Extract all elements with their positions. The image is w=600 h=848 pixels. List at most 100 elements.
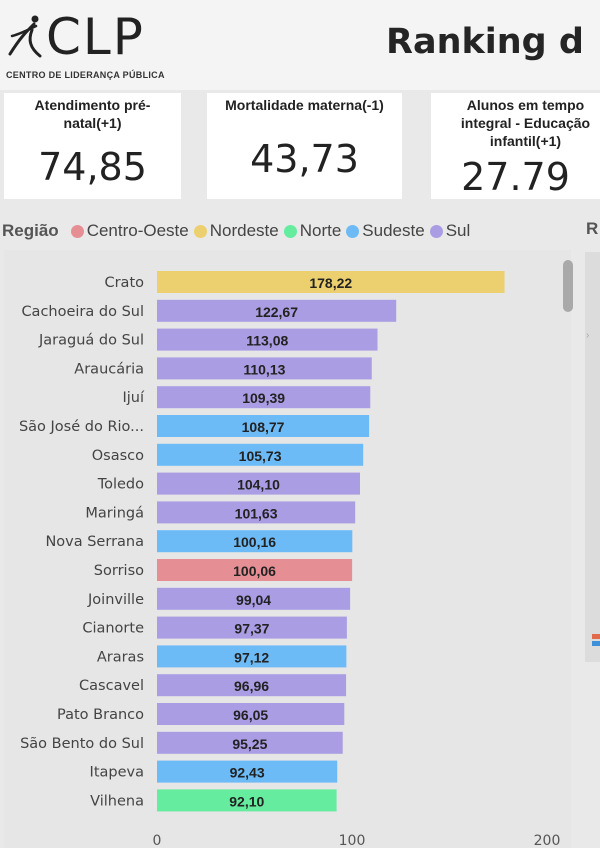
- bar[interactable]: [157, 760, 338, 783]
- category-label: Pato Branco: [57, 707, 144, 723]
- kpi-label-text: Alunos em tempo integral - Educação infa…: [460, 97, 591, 149]
- data-label: 95,25: [232, 736, 267, 752]
- kpi-label: Alunos em tempo integral - Educação infa…: [431, 93, 600, 150]
- scrollbar-thumb[interactable]: [563, 260, 573, 312]
- legend-dot-icon: [429, 224, 443, 238]
- legend-item-centro-oeste[interactable]: Centro-Oeste: [70, 221, 189, 241]
- data-label: 100,16: [233, 534, 276, 550]
- category-label: Araucária: [74, 361, 144, 377]
- legend-item-label: Centro-Oeste: [86, 221, 189, 240]
- kpi-value: 43,73: [250, 137, 359, 181]
- kpi-card-mortalidade[interactable]: Mortalidade materna(-1) 43,73: [207, 93, 402, 199]
- mini-bar-blue: [592, 641, 600, 646]
- bar[interactable]: [157, 645, 347, 668]
- data-label: 96,96: [234, 678, 269, 694]
- bar[interactable]: [157, 328, 378, 351]
- kpi-label: Atendimento pré-natal(+1): [4, 93, 181, 132]
- category-label: Cachoeira do Sul: [21, 304, 144, 320]
- logo-figure-icon: [8, 15, 42, 58]
- data-label: 108,77: [242, 419, 285, 435]
- bar[interactable]: [157, 271, 505, 293]
- category-label: Cianorte: [82, 621, 144, 637]
- data-label: 109,39: [242, 390, 285, 406]
- legend-item-sudeste[interactable]: Sudeste: [346, 221, 425, 241]
- bar[interactable]: [157, 703, 345, 725]
- category-label: Jaraguá do Sul: [38, 333, 144, 349]
- legend-dot-icon: [193, 224, 207, 238]
- legend-item-label: Sul: [445, 221, 471, 240]
- kpi-value: 27.79: [461, 155, 570, 199]
- category-label: São Bento do Sul: [20, 736, 144, 752]
- data-label: 97,12: [234, 649, 269, 665]
- bar[interactable]: [157, 587, 351, 610]
- logo-subtitle: CENTRO DE LIDERANÇA PÚBLICA: [6, 70, 165, 80]
- category-label: Osasco: [92, 448, 144, 464]
- data-label: 96,05: [233, 707, 268, 723]
- category-label: Nova Serrana: [45, 534, 144, 550]
- x-tick-label: 0: [153, 833, 162, 848]
- logo-text: CLP: [46, 8, 145, 66]
- data-label: 97,37: [234, 621, 269, 637]
- category-label: Araras: [97, 649, 144, 665]
- kpi-card-prenatal[interactable]: Atendimento pré-natal(+1) 74,85: [4, 93, 181, 199]
- bar[interactable]: [157, 559, 353, 581]
- category-label: Maringá: [85, 505, 144, 521]
- bar[interactable]: [157, 357, 372, 380]
- legend-dot-icon: [283, 224, 297, 238]
- legend-dot-icon: [70, 224, 84, 238]
- data-label: 122,67: [255, 304, 298, 320]
- category-label: Itapeva: [90, 765, 144, 781]
- kpi-label: Mortalidade materna(-1): [207, 93, 402, 114]
- legend-item-norte[interactable]: Norte: [283, 221, 342, 241]
- data-label: 92,10: [229, 793, 264, 809]
- bar[interactable]: [157, 443, 364, 466]
- legend-title: Região: [2, 221, 59, 240]
- data-label: 99,04: [236, 592, 271, 608]
- category-label: Vilhena: [90, 793, 144, 809]
- kpi-label-text: Mortalidade materna(-1): [225, 97, 384, 113]
- category-label: São José do Rio...: [19, 419, 144, 435]
- x-tick-label: 100: [339, 833, 366, 848]
- chart-legend: Região Centro-Oeste Nordeste Norte Sudes…: [0, 219, 600, 243]
- data-label: 113,08: [246, 333, 288, 349]
- legend-title-right: R: [586, 219, 599, 238]
- mini-bar-orange: [592, 634, 600, 639]
- kpi-card-alunos[interactable]: Alunos em tempo integral - Educação infa…: [431, 93, 600, 199]
- bar[interactable]: [157, 731, 343, 754]
- legend-item-label: Sudeste: [362, 221, 425, 240]
- data-label: 92,43: [230, 765, 265, 781]
- data-label: 105,73: [239, 448, 282, 464]
- category-label: Ijuí: [122, 390, 144, 406]
- legend-item-label: Norte: [299, 221, 342, 240]
- kpi-label-text: Atendimento pré-natal(+1): [34, 97, 151, 131]
- category-label: Cascavel: [79, 678, 144, 694]
- data-label: 110,13: [243, 361, 285, 377]
- bar[interactable]: [157, 789, 337, 812]
- data-label: 104,10: [237, 477, 280, 493]
- legend-item-label: Nordeste: [209, 221, 279, 240]
- legend-item-nordeste[interactable]: Nordeste: [193, 221, 279, 241]
- legend-dot-icon: [346, 224, 360, 238]
- chevron-right-icon: ›: [586, 330, 590, 341]
- x-tick-label: 200: [534, 833, 561, 848]
- bar[interactable]: [157, 674, 347, 697]
- bar[interactable]: [157, 501, 356, 524]
- data-label: 178,22: [309, 275, 352, 291]
- bar[interactable]: [157, 415, 370, 437]
- bar[interactable]: [157, 386, 371, 409]
- side-panel-strip: [585, 252, 600, 662]
- bar[interactable]: [157, 616, 347, 639]
- bar[interactable]: [157, 530, 353, 553]
- category-label: Joinville: [87, 592, 144, 608]
- category-label: Toledo: [97, 477, 144, 493]
- kpi-value: 74,85: [38, 145, 147, 189]
- bar[interactable]: [157, 472, 360, 495]
- data-label: 100,06: [233, 563, 276, 579]
- legend-item-sul[interactable]: Sul: [429, 221, 471, 241]
- header: CLP CENTRO DE LIDERANÇA PÚBLICA Ranking …: [0, 0, 600, 90]
- category-label: Sorriso: [94, 563, 144, 579]
- bar[interactable]: [157, 299, 397, 322]
- data-label: 101,63: [235, 505, 278, 521]
- page-title: Ranking d: [386, 22, 584, 62]
